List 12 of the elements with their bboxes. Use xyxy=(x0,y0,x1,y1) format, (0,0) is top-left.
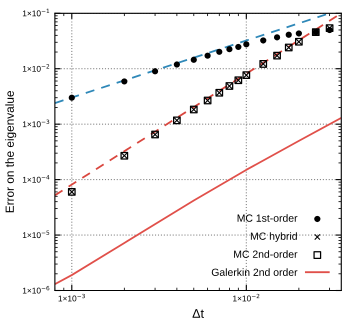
y-axis-title: Error on the eigenvalue xyxy=(5,91,16,212)
y-tick-label: 1×10$^{−2}$ xyxy=(22,64,50,72)
y-tick-label: 1×10$^{−4}$ xyxy=(22,175,50,183)
x-axis-title: Δt xyxy=(192,309,204,318)
y-tick-label: 1×10$^{−6}$ xyxy=(22,286,50,294)
legend-label: MC 2nd-order xyxy=(234,250,298,258)
legend-label: MC 1st-order xyxy=(238,214,298,222)
y-tick-label: 1×10$^{−5}$ xyxy=(22,230,50,238)
y-tick-label: 1×10$^{−1}$ xyxy=(22,8,50,16)
y-tick-label: 1×10$^{−3}$ xyxy=(22,120,50,128)
legend-label: Galerkin 2nd order xyxy=(212,268,298,276)
legend-label: MC hybrid xyxy=(250,232,297,242)
